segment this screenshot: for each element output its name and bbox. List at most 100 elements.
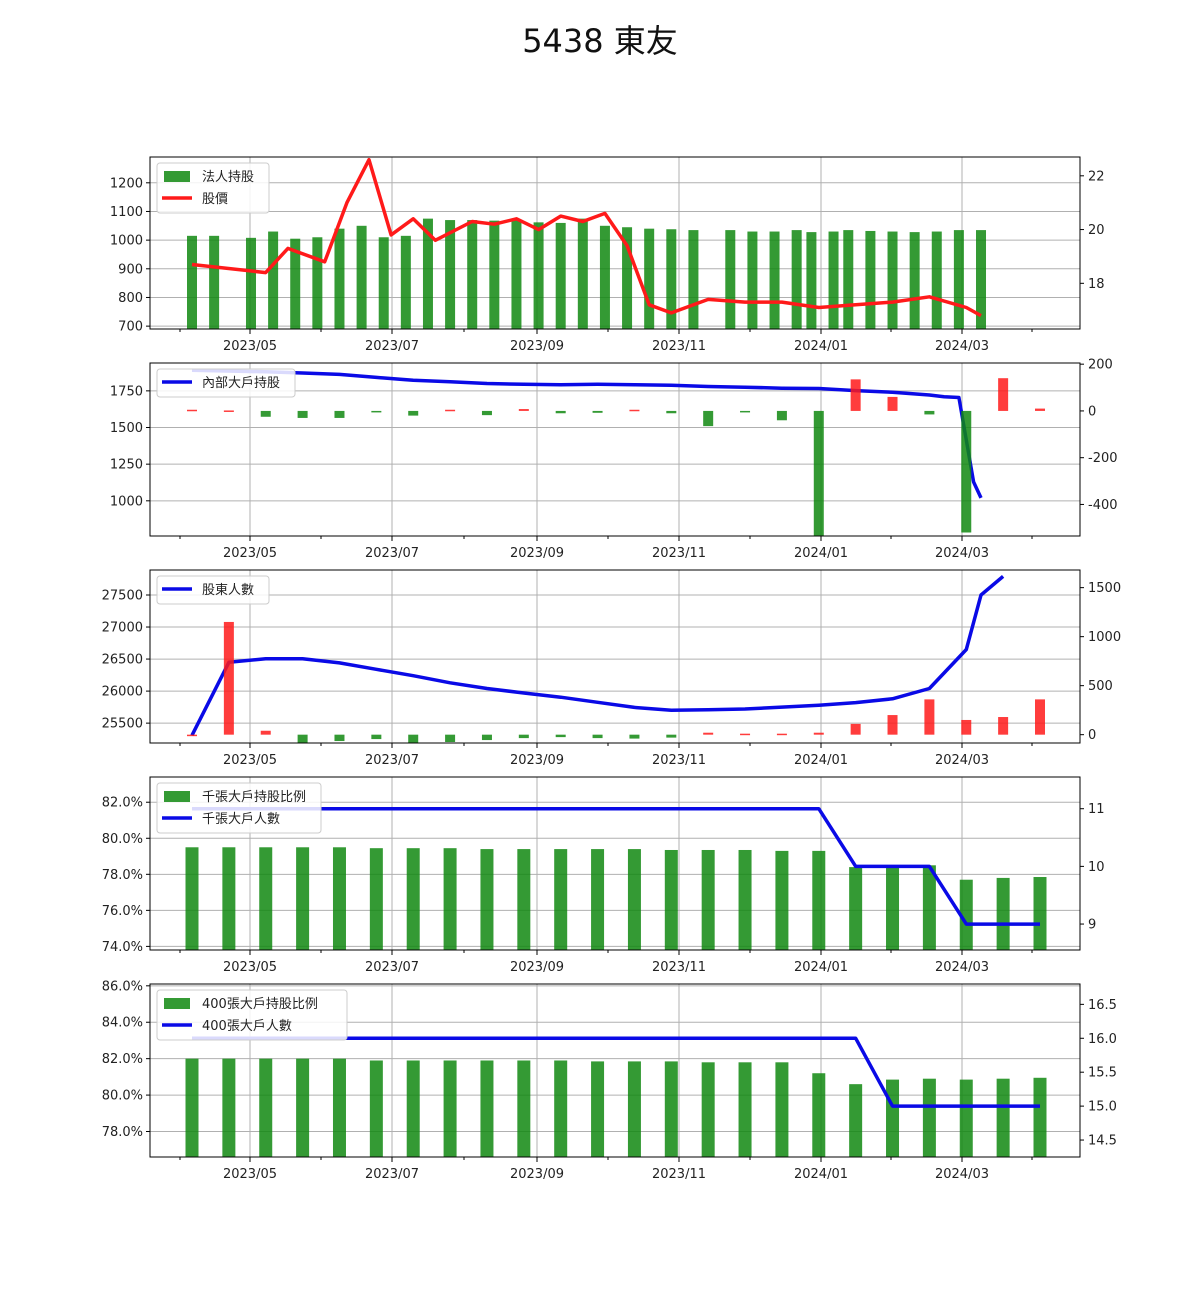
bar-13	[664, 1061, 678, 1157]
bar-11	[445, 220, 456, 329]
bar-7	[445, 409, 456, 412]
bar-11	[591, 1061, 605, 1157]
x-tick-label-5: 2024/03	[935, 1167, 989, 1182]
legend: 內部大戶持股	[156, 368, 296, 398]
bar-19	[887, 715, 898, 735]
series-400張大戶持股比例	[185, 1058, 1047, 1157]
bar-25	[769, 231, 780, 329]
bar-9	[518, 734, 529, 739]
right-tick-label-4: 16.5	[1088, 998, 1117, 1013]
plot-frame	[149, 156, 1081, 330]
x-axis: 2023/05 2023/07 2023/09 2023/11 2024/01 2024/…	[179, 536, 1033, 561]
right-axis: -400 -200 0 200	[1080, 358, 1118, 513]
bar-2	[260, 410, 271, 417]
series-千張大戶持股比例	[185, 847, 1047, 950]
grid	[150, 570, 1080, 743]
x-axis: 2023/05 2023/07 2023/09 2023/11 2024/01 2024/…	[179, 329, 1033, 354]
bar-15	[738, 849, 752, 950]
right-tick-label-1: 10	[1088, 860, 1105, 875]
bar-18	[599, 225, 610, 329]
legend-box	[156, 368, 296, 398]
left-tick-label-1: 76.0%	[102, 904, 143, 919]
series-股價	[191, 157, 982, 318]
bar-12	[627, 1061, 641, 1157]
bar-10	[422, 218, 433, 329]
bar-19	[622, 227, 633, 329]
bar-3	[268, 231, 279, 329]
right-axis: 0 500 1000 1500	[1080, 581, 1121, 743]
bar-14	[703, 410, 714, 427]
bar-4	[332, 1058, 346, 1157]
right-tick-label-3: 1500	[1088, 581, 1121, 596]
left-tick-label-2: 900	[118, 262, 143, 277]
bar-18	[850, 723, 861, 735]
left-tick-label-1: 80.0%	[102, 1089, 143, 1104]
legend-box	[156, 989, 348, 1041]
plot-frame	[149, 983, 1081, 1158]
bar-3	[297, 734, 308, 743]
bar-21	[959, 879, 973, 950]
left-axis: 74.0% 76.0% 78.0% 80.0% 82.0%	[102, 796, 150, 955]
bar-17	[813, 732, 824, 735]
bar-4	[334, 410, 345, 418]
bar-23	[725, 230, 736, 329]
legend-box	[156, 782, 322, 834]
series-400張大戶人數	[191, 1036, 1041, 1108]
bar-5	[312, 237, 323, 329]
series-股東人數	[190, 575, 1005, 737]
x-tick-label-3: 2023/11	[652, 1167, 706, 1182]
x-tick-label-2: 2023/09	[510, 753, 564, 768]
x-tick-label-0: 2023/05	[223, 546, 277, 561]
bar-13	[489, 220, 500, 329]
left-tick-label-0: 74.0%	[102, 940, 143, 955]
bar-16	[776, 410, 787, 421]
bar-7	[445, 734, 456, 743]
x-tick-label-3: 2023/11	[652, 960, 706, 975]
x-tick-label-4: 2024/01	[794, 960, 848, 975]
right-axis: 18 20 22	[1080, 169, 1105, 292]
bar-3	[297, 410, 308, 418]
legend-label-1: 股價	[202, 192, 228, 207]
bar-2	[245, 237, 256, 329]
bar-6	[406, 1060, 420, 1157]
plot-frame	[149, 569, 1081, 744]
bar-21	[959, 1079, 973, 1157]
bar-20	[924, 699, 935, 735]
bar-23	[1033, 877, 1047, 950]
plot-frame	[149, 362, 1081, 537]
bar-16	[775, 1062, 789, 1157]
bar-16	[776, 733, 787, 736]
x-tick-label-1: 2023/07	[365, 753, 419, 768]
bar-22	[996, 877, 1010, 950]
legend-swatch-0	[164, 998, 190, 1009]
legend-label-0: 股東人數	[202, 582, 254, 598]
bar-5	[369, 848, 383, 950]
legend-label-0: 400張大戶持股比例	[202, 997, 318, 1012]
right-tick-label-0: -400	[1088, 498, 1118, 513]
bar-22	[688, 230, 699, 329]
x-tick-label-5: 2024/03	[935, 753, 989, 768]
bar-18	[849, 1084, 863, 1157]
bar-14	[701, 849, 715, 950]
right-tick-label-1: 500	[1088, 679, 1113, 694]
left-tick-label-4: 27500	[102, 588, 143, 603]
line-千張大戶人數	[192, 806, 1040, 926]
right-tick-label-3: 16.0	[1088, 1032, 1117, 1047]
bar-15	[533, 222, 544, 329]
bar-17	[812, 850, 826, 950]
bar-7	[443, 848, 457, 950]
line-400張大戶人數	[192, 1036, 1040, 1108]
bar-22	[998, 717, 1009, 735]
bar-15	[738, 1062, 752, 1157]
bar-20	[644, 228, 655, 329]
x-tick-label-1: 2023/07	[365, 960, 419, 975]
legend-label-1: 400張大戶人數	[202, 1019, 292, 1034]
bar-20	[922, 1078, 936, 1157]
x-tick-label-0: 2023/05	[223, 753, 277, 768]
left-tick-label-5: 1200	[110, 176, 143, 191]
x-tick-label-2: 2023/09	[510, 546, 564, 561]
x-tick-label-2: 2023/09	[510, 1167, 564, 1182]
right-tick-label-2: 11	[1088, 802, 1105, 817]
